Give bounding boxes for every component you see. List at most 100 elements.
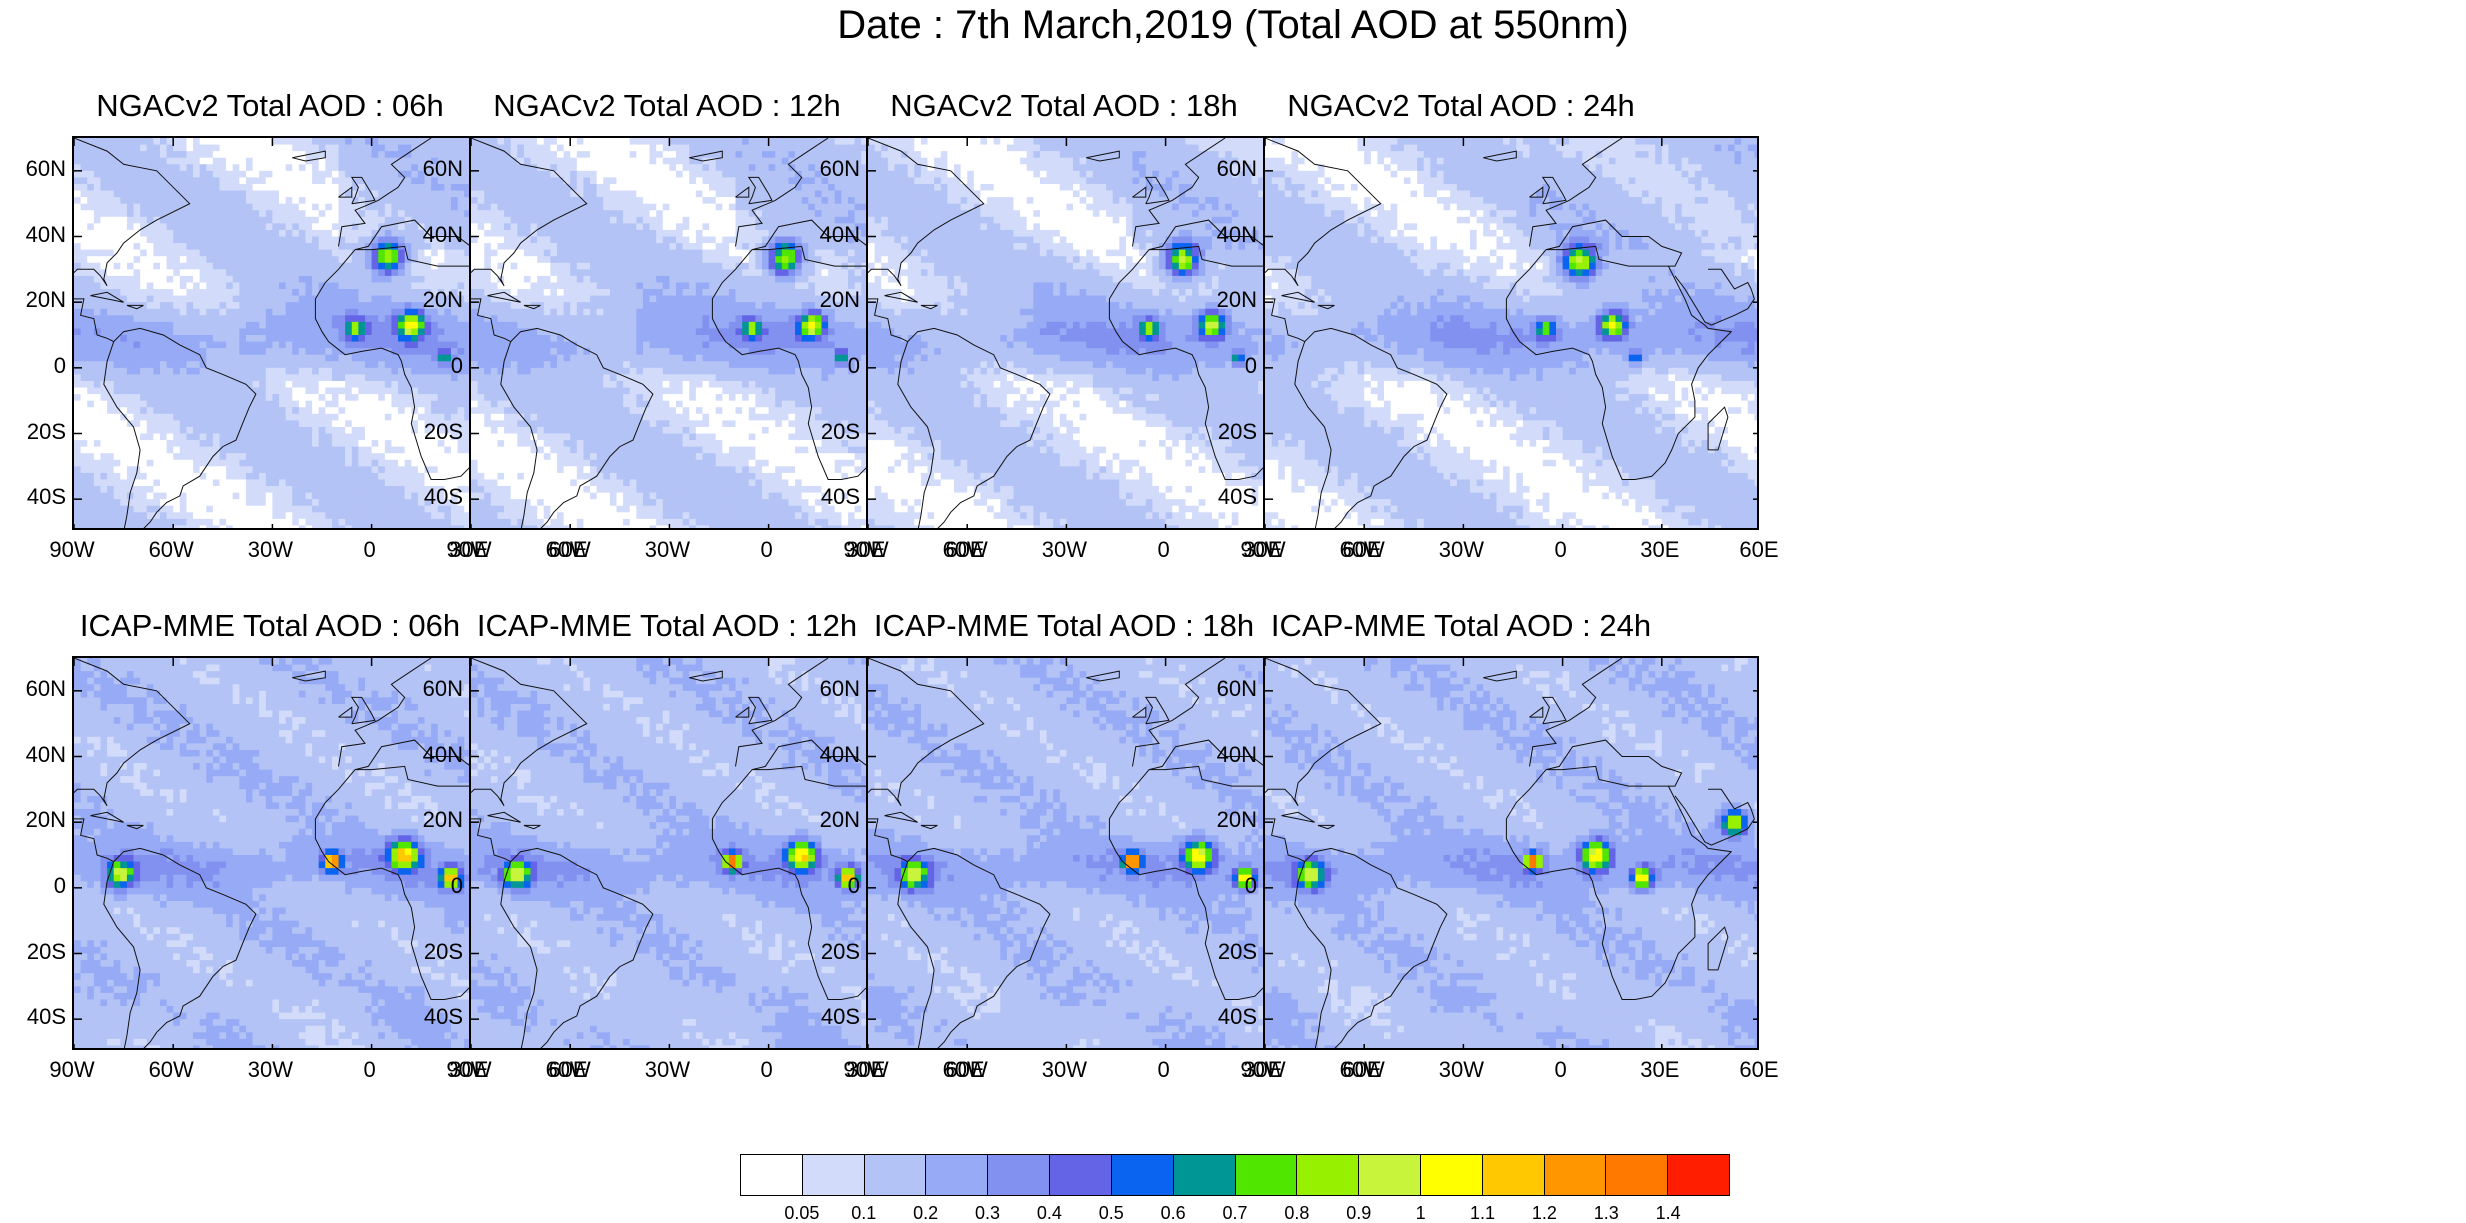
aod-cell	[74, 171, 81, 178]
aod-cell	[292, 374, 299, 381]
aod-cell	[127, 374, 134, 381]
aod-cell	[160, 230, 167, 237]
aod-cell	[378, 282, 385, 289]
aod-cell	[193, 525, 200, 530]
aod-cell	[213, 204, 220, 211]
aod-cell	[134, 388, 141, 395]
aod-cell	[339, 519, 346, 526]
aod-cell	[206, 177, 213, 184]
aod-cell	[193, 263, 200, 270]
aod-cell	[491, 138, 498, 145]
aod-cell	[286, 434, 293, 441]
aod-cell	[193, 151, 200, 158]
aod-cell	[292, 453, 299, 460]
aod-cell	[339, 217, 346, 224]
aod-cell	[213, 525, 220, 530]
aod-cell	[200, 138, 207, 145]
aod-cell	[332, 440, 339, 447]
aod-cell	[120, 355, 127, 362]
aod-cell	[140, 506, 147, 513]
aod-cell	[279, 447, 286, 454]
aod-cell	[286, 388, 293, 395]
aod-cell	[127, 204, 134, 211]
aod-cell	[213, 177, 220, 184]
aod-cell	[134, 282, 141, 289]
aod-cell	[81, 453, 88, 460]
aod-cell	[140, 237, 147, 244]
aod-cell	[352, 276, 359, 283]
aod-cell	[120, 407, 127, 414]
aod-cell	[669, 171, 676, 178]
aod-cell	[193, 204, 200, 211]
aod-cell	[160, 296, 167, 303]
aod-cell	[332, 453, 339, 460]
aod-cell	[246, 420, 253, 427]
aod-cell	[100, 447, 107, 454]
aod-cell	[345, 381, 352, 388]
aod-cell	[87, 276, 94, 283]
aod-cell	[193, 296, 200, 303]
aod-cell	[339, 184, 346, 191]
aod-cell	[299, 138, 306, 145]
aod-cell	[339, 368, 346, 375]
aod-cell	[259, 460, 266, 467]
aod-cell	[206, 151, 213, 158]
aod-cell	[299, 282, 306, 289]
aod-cell	[200, 486, 207, 493]
aod-cell	[81, 289, 88, 296]
aod-cell	[226, 184, 233, 191]
aod-cell	[378, 512, 385, 519]
aod-cell	[87, 434, 94, 441]
aod-cell	[352, 230, 359, 237]
aod-cell	[239, 434, 246, 441]
aod-cell	[365, 466, 372, 473]
aod-cell	[292, 493, 299, 500]
aod-cell	[286, 204, 293, 211]
aod-cell	[127, 138, 134, 145]
aod-cell	[153, 322, 160, 329]
aod-cell	[597, 145, 604, 152]
aod-cell	[167, 342, 174, 349]
aod-cell	[286, 302, 293, 309]
aod-cell	[239, 171, 246, 178]
aod-cell	[385, 381, 392, 388]
aod-cell	[696, 164, 703, 171]
aod-cell	[590, 164, 597, 171]
aod-cell	[213, 401, 220, 408]
aod-cell	[319, 164, 326, 171]
aod-cell	[272, 184, 279, 191]
aod-cell	[226, 381, 233, 388]
aod-cell	[239, 151, 246, 158]
aod-cell	[358, 158, 365, 165]
aod-cell	[239, 263, 246, 270]
aod-cell	[299, 348, 306, 355]
aod-cell	[279, 348, 286, 355]
aod-cell	[299, 420, 306, 427]
aod-cell	[312, 145, 319, 152]
aod-cell	[147, 289, 154, 296]
aod-cell	[325, 414, 332, 421]
aod-cell	[497, 158, 504, 165]
aod-cell	[266, 151, 273, 158]
aod-cell	[286, 164, 293, 171]
aod-cell	[279, 493, 286, 500]
aod-cell	[292, 309, 299, 316]
aod-cell	[114, 309, 121, 316]
aod-cell	[372, 493, 379, 500]
aod-cell	[319, 237, 326, 244]
aod-cell	[233, 315, 240, 322]
aod-cell	[134, 361, 141, 368]
aod-cell	[246, 282, 253, 289]
aod-cell	[259, 243, 266, 250]
aod-cell	[279, 394, 286, 401]
aod-cell	[332, 355, 339, 362]
aod-cell	[358, 276, 365, 283]
aod-cell	[365, 335, 372, 342]
aod-cell	[325, 355, 332, 362]
aod-cell	[226, 401, 233, 408]
aod-cell	[623, 158, 630, 165]
aod-cell	[74, 276, 81, 283]
aod-cell	[107, 493, 114, 500]
aod-cell	[689, 145, 696, 152]
aod-cell	[292, 420, 299, 427]
